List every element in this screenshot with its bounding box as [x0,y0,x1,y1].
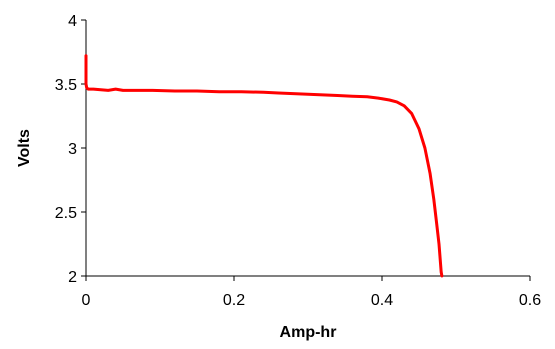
x-tick-label: 0 [82,292,91,309]
x-tick-label: 0.4 [371,292,393,309]
x-tick-label: 0.6 [519,292,541,309]
y-ticks: 2 2.5 3 3.5 4 [55,13,86,286]
y-axis-title: Volts [16,129,33,167]
x-ticks: 0 0.2 0.4 0.6 [82,276,541,309]
series-line [84,54,444,278]
y-tick-label: 4 [68,13,77,30]
y-tick-label: 3.5 [55,77,77,94]
x-tick-label: 0.2 [223,292,245,309]
y-tick-label: 2.5 [55,205,77,222]
y-tick-label: 3 [68,141,77,158]
y-tick-label: 2 [68,269,77,286]
x-axis-title: Amp-hr [280,324,337,341]
